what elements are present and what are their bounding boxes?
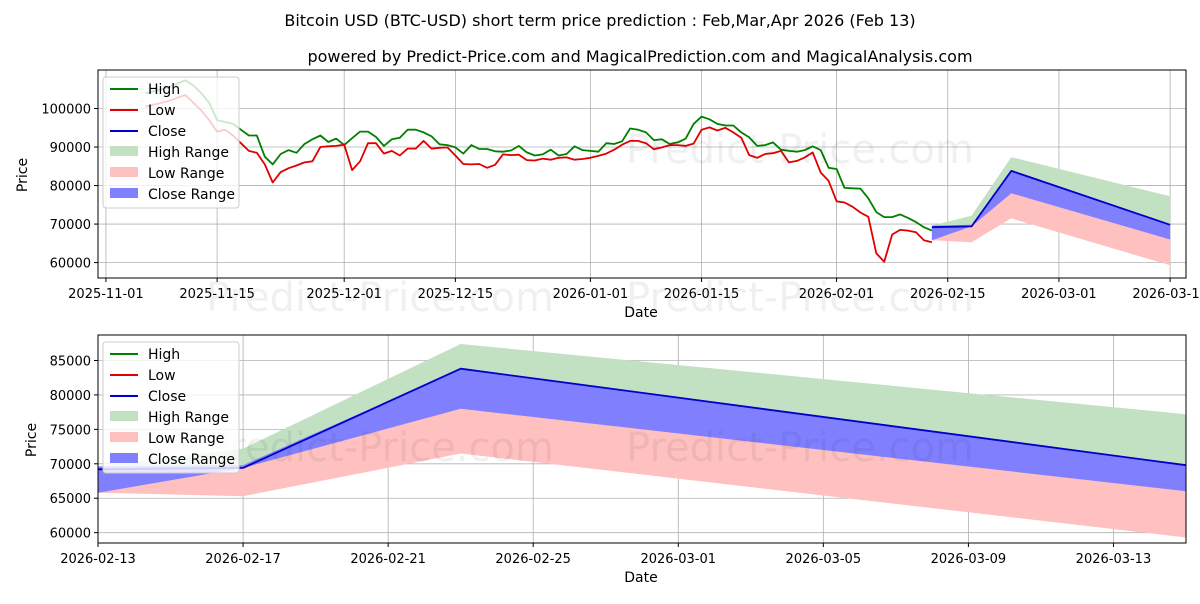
top-panel-watermark-3: Predict-Price.com	[626, 127, 974, 173]
top-panel-ytick-label: 70000	[50, 218, 91, 233]
top-panel-xtick-label: 2026-02-01	[799, 287, 875, 302]
bottom-panel-ytick-label: 85000	[50, 354, 91, 369]
bottom-panel-xtick-label: 2026-03-09	[931, 552, 1007, 567]
bottom-panel-frame	[97, 334, 1187, 544]
legend-label-high-range: High Range	[148, 145, 229, 161]
legend-swatch-low-range	[110, 167, 138, 177]
chart-title: Bitcoin USD (BTC-USD) short term price p…	[284, 11, 915, 30]
bottom-panel-xtick-label: 2026-02-21	[350, 552, 426, 567]
legend-label-low: Low	[148, 368, 176, 384]
legend-label-high-range: High Range	[148, 410, 229, 426]
top-panel-low-range-band	[931, 170, 1171, 266]
legend-swatch-close-range	[110, 453, 138, 463]
top-panel-high-line	[145, 79, 933, 232]
bottom-panel-ytick-label: 65000	[50, 492, 91, 507]
top-panel-xtick-label: 2025-12-01	[306, 287, 382, 302]
legend-label-low-range: Low Range	[148, 166, 224, 182]
top-panel-xlabel: Date	[624, 305, 657, 321]
top-panel-xtick-label: 2026-01-01	[553, 287, 629, 302]
top-panel-ylabel: Price	[15, 158, 31, 192]
legend-swatch-close-range	[110, 188, 138, 198]
bottom-panel-xtick-label: 2026-03-01	[640, 552, 716, 567]
top-panel-ytick-label: 100000	[41, 103, 91, 118]
top-panel-frame	[97, 69, 1187, 279]
legend-label-close: Close	[148, 389, 186, 405]
bottom-panel-ytick-label: 60000	[50, 527, 91, 542]
top-panel-ytick-label: 80000	[50, 180, 91, 195]
bottom-panel-xlabel: Date	[624, 570, 657, 586]
bottom-panel-legend: High Low Close High Range Low Range Clos…	[102, 341, 240, 474]
top-panel-high-range-band	[931, 157, 1171, 228]
bottom-panel-ylabel: Price	[24, 423, 40, 457]
top-panel: Predict-Price.com Predict-Price.com Pred…	[15, 69, 1200, 321]
top-panel-legend: High Low Close High Range Low Range Clos…	[102, 76, 240, 209]
legend-label-close-range: Close Range	[148, 452, 235, 468]
legend-label-high: High	[148, 82, 180, 98]
top-panel-xtick-label: 2026-03-01	[1021, 287, 1097, 302]
top-panel-xtick-label: 2025-11-15	[179, 287, 255, 302]
bottom-panel-xtick-label: 2026-02-17	[205, 552, 281, 567]
top-panel-ytick-label: 90000	[50, 141, 91, 156]
legend-label-low: Low	[148, 103, 176, 119]
top-panel-close-line	[931, 170, 1171, 229]
bottom-panel-ytick-label: 80000	[50, 389, 91, 404]
legend-swatch-high-range	[110, 146, 138, 156]
top-panel-xtick-label: 2025-11-01	[68, 287, 144, 302]
legend-label-close-range: Close Range	[148, 187, 235, 203]
legend-swatch-high-range	[110, 411, 138, 421]
legend-label-close: Close	[148, 124, 186, 140]
bottom-panel-watermark-2: Predict-Price.com	[626, 425, 974, 471]
bottom-panel: Predict-Price.com Predict-Price.com 2026…	[24, 334, 1187, 586]
top-panel-watermark-1: Predict-Price.com	[206, 275, 554, 321]
bottom-panel-watermark-1: Predict-Price.com	[206, 425, 554, 471]
top-panel-xtick-label: 2026-01-15	[664, 287, 740, 302]
bottom-panel-xtick-label: 2026-03-05	[786, 552, 862, 567]
bottom-panel-xtick-label: 2026-03-13	[1076, 552, 1152, 567]
top-panel-xtick-label: 2025-12-15	[418, 287, 494, 302]
legend-label-high: High	[148, 347, 180, 363]
bottom-panel-xtick-label: 2026-02-13	[60, 552, 136, 567]
top-panel-low-line	[145, 94, 933, 263]
chart-subtitle: powered by Predict-Price.com and Magical…	[307, 47, 972, 66]
top-panel-xtick-label: 2026-03-15	[1132, 287, 1200, 302]
bottom-panel-ytick-label: 75000	[50, 423, 91, 438]
legend-swatch-low-range	[110, 432, 138, 442]
top-panel-ytick-label: 60000	[50, 257, 91, 272]
bottom-panel-xtick-label: 2026-02-25	[495, 552, 571, 567]
top-panel-watermark-2: Predict-Price.com	[626, 275, 974, 321]
bottom-panel-ytick-label: 70000	[50, 458, 91, 473]
top-panel-xtick-label: 2026-02-15	[910, 287, 986, 302]
legend-label-low-range: Low Range	[148, 431, 224, 447]
